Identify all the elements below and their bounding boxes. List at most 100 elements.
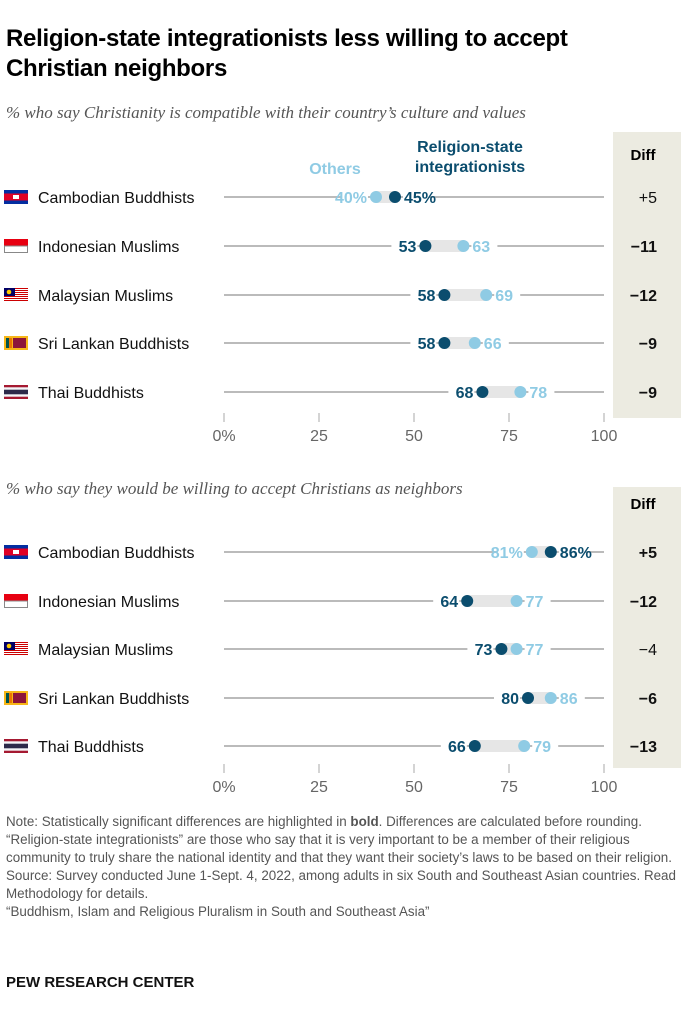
panel2-subtitle: % who say they would be willing to accep… xyxy=(6,479,463,498)
flag-crescent xyxy=(6,643,12,649)
category-label: Indonesian Muslims xyxy=(38,594,179,611)
category-label: Cambodian Buddhists xyxy=(38,190,195,207)
flag-temple xyxy=(13,550,19,554)
flag-field xyxy=(13,693,26,703)
x-tick-label: 75 xyxy=(500,428,518,445)
flag-field xyxy=(13,338,26,348)
legend-integrationists: Religion-state integrationists xyxy=(414,139,526,176)
value-label-others: 78 xyxy=(529,385,547,402)
report-title: “Buddhism, Islam and Religious Pluralism… xyxy=(6,904,430,919)
flag-stripe xyxy=(4,600,28,608)
note: Note: Statistically significant differen… xyxy=(6,813,676,921)
range-bar xyxy=(528,692,551,704)
note-bold: bold xyxy=(350,814,379,829)
malaysia-flag xyxy=(4,650,28,651)
malaysia-flag xyxy=(4,654,28,655)
dot-integrationists xyxy=(476,386,489,398)
flag-crescent xyxy=(6,289,12,295)
label-bg xyxy=(558,689,585,707)
label-bg xyxy=(497,543,524,561)
dot-integrationists xyxy=(468,740,481,752)
value-label-integrationists: 58 xyxy=(418,288,436,305)
malaysia-flag xyxy=(4,298,28,299)
dot-integrationists xyxy=(438,289,451,301)
malaysia-flag xyxy=(4,642,28,643)
diff-value: −4 xyxy=(639,642,657,659)
dot-others xyxy=(518,740,531,752)
label-bg xyxy=(524,592,551,610)
x-tick-label: 0% xyxy=(212,428,235,445)
label-bg xyxy=(448,383,475,401)
label-bg xyxy=(532,737,559,755)
label-bg xyxy=(410,286,437,304)
diff-value: +5 xyxy=(639,545,657,562)
x-tick-label: 25 xyxy=(310,428,328,445)
malaysia-flag xyxy=(4,648,28,649)
indonesia-flag xyxy=(4,594,28,601)
diff-value: −9 xyxy=(639,385,657,402)
diff-value: −12 xyxy=(630,288,657,305)
diff-value: −9 xyxy=(639,336,657,353)
dot-integrationists xyxy=(495,643,508,655)
note-text: Note: Statistically significant differen… xyxy=(6,814,351,829)
x-tick-label: 50 xyxy=(405,779,423,796)
category-label: Cambodian Buddhists xyxy=(38,545,195,562)
diff-column-bg xyxy=(613,487,681,768)
value-label-others: 79 xyxy=(533,739,551,756)
flag-stripe xyxy=(4,743,28,749)
flag-temple xyxy=(13,195,19,199)
value-label-others: 86 xyxy=(560,691,578,708)
label-bg xyxy=(410,334,437,352)
label-bg xyxy=(558,543,585,561)
dot-integrationists xyxy=(389,191,401,203)
value-label-others: 40% xyxy=(335,190,367,207)
dot-integrationists xyxy=(419,240,432,252)
range-bar xyxy=(444,337,475,349)
label-bg xyxy=(524,640,551,658)
label-bg xyxy=(482,334,509,352)
flag-stripe xyxy=(9,338,12,348)
legend-others: Others xyxy=(309,161,361,178)
value-label-others: 66 xyxy=(484,336,502,353)
flag-stripe xyxy=(4,389,28,395)
value-label-integrationists: 58 xyxy=(418,336,436,353)
chart-title: Religion-state integrationists less will… xyxy=(6,25,568,82)
category-label: Malaysian Muslims xyxy=(38,642,173,659)
value-label-others: 63 xyxy=(472,239,490,256)
malaysia-flag xyxy=(4,644,28,645)
flag-stripe xyxy=(6,338,9,348)
value-label-integrationists: 73 xyxy=(475,642,493,659)
value-label-others: 69 xyxy=(495,288,513,305)
diff-header: Diff xyxy=(630,147,656,164)
diff-value: −11 xyxy=(631,239,657,256)
range-bar xyxy=(474,740,525,752)
source: Source: Survey conducted June 1-Sept. 4,… xyxy=(6,868,676,901)
label-bg xyxy=(471,237,498,255)
malaysia-flag xyxy=(4,296,28,297)
dot-others xyxy=(468,337,481,349)
dot-integrationists xyxy=(461,595,474,607)
dot-others xyxy=(544,692,557,704)
dot-others xyxy=(457,240,470,252)
category-label: Indonesian Muslims xyxy=(38,239,179,256)
value-label-others: 77 xyxy=(526,594,544,611)
diff-value: −6 xyxy=(639,691,657,708)
category-label: Thai Buddhists xyxy=(38,739,144,756)
note-text: . Differences are calculated before roun… xyxy=(6,814,672,865)
flag-stripe xyxy=(4,245,28,253)
x-tick-label: 25 xyxy=(310,779,328,796)
value-label-others: 77 xyxy=(526,642,544,659)
dot-integrationists xyxy=(522,692,534,704)
malaysia-flag xyxy=(4,300,28,301)
dot-others xyxy=(510,643,523,655)
label-bg xyxy=(403,188,429,206)
label-bg xyxy=(433,592,460,610)
diff-column-bg xyxy=(613,132,681,418)
category-label: Malaysian Muslims xyxy=(38,288,173,305)
malaysia-flag xyxy=(4,652,28,653)
category-label: Thai Buddhists xyxy=(38,385,144,402)
diff-value: +5 xyxy=(639,190,657,207)
x-tick-label: 75 xyxy=(500,779,518,796)
